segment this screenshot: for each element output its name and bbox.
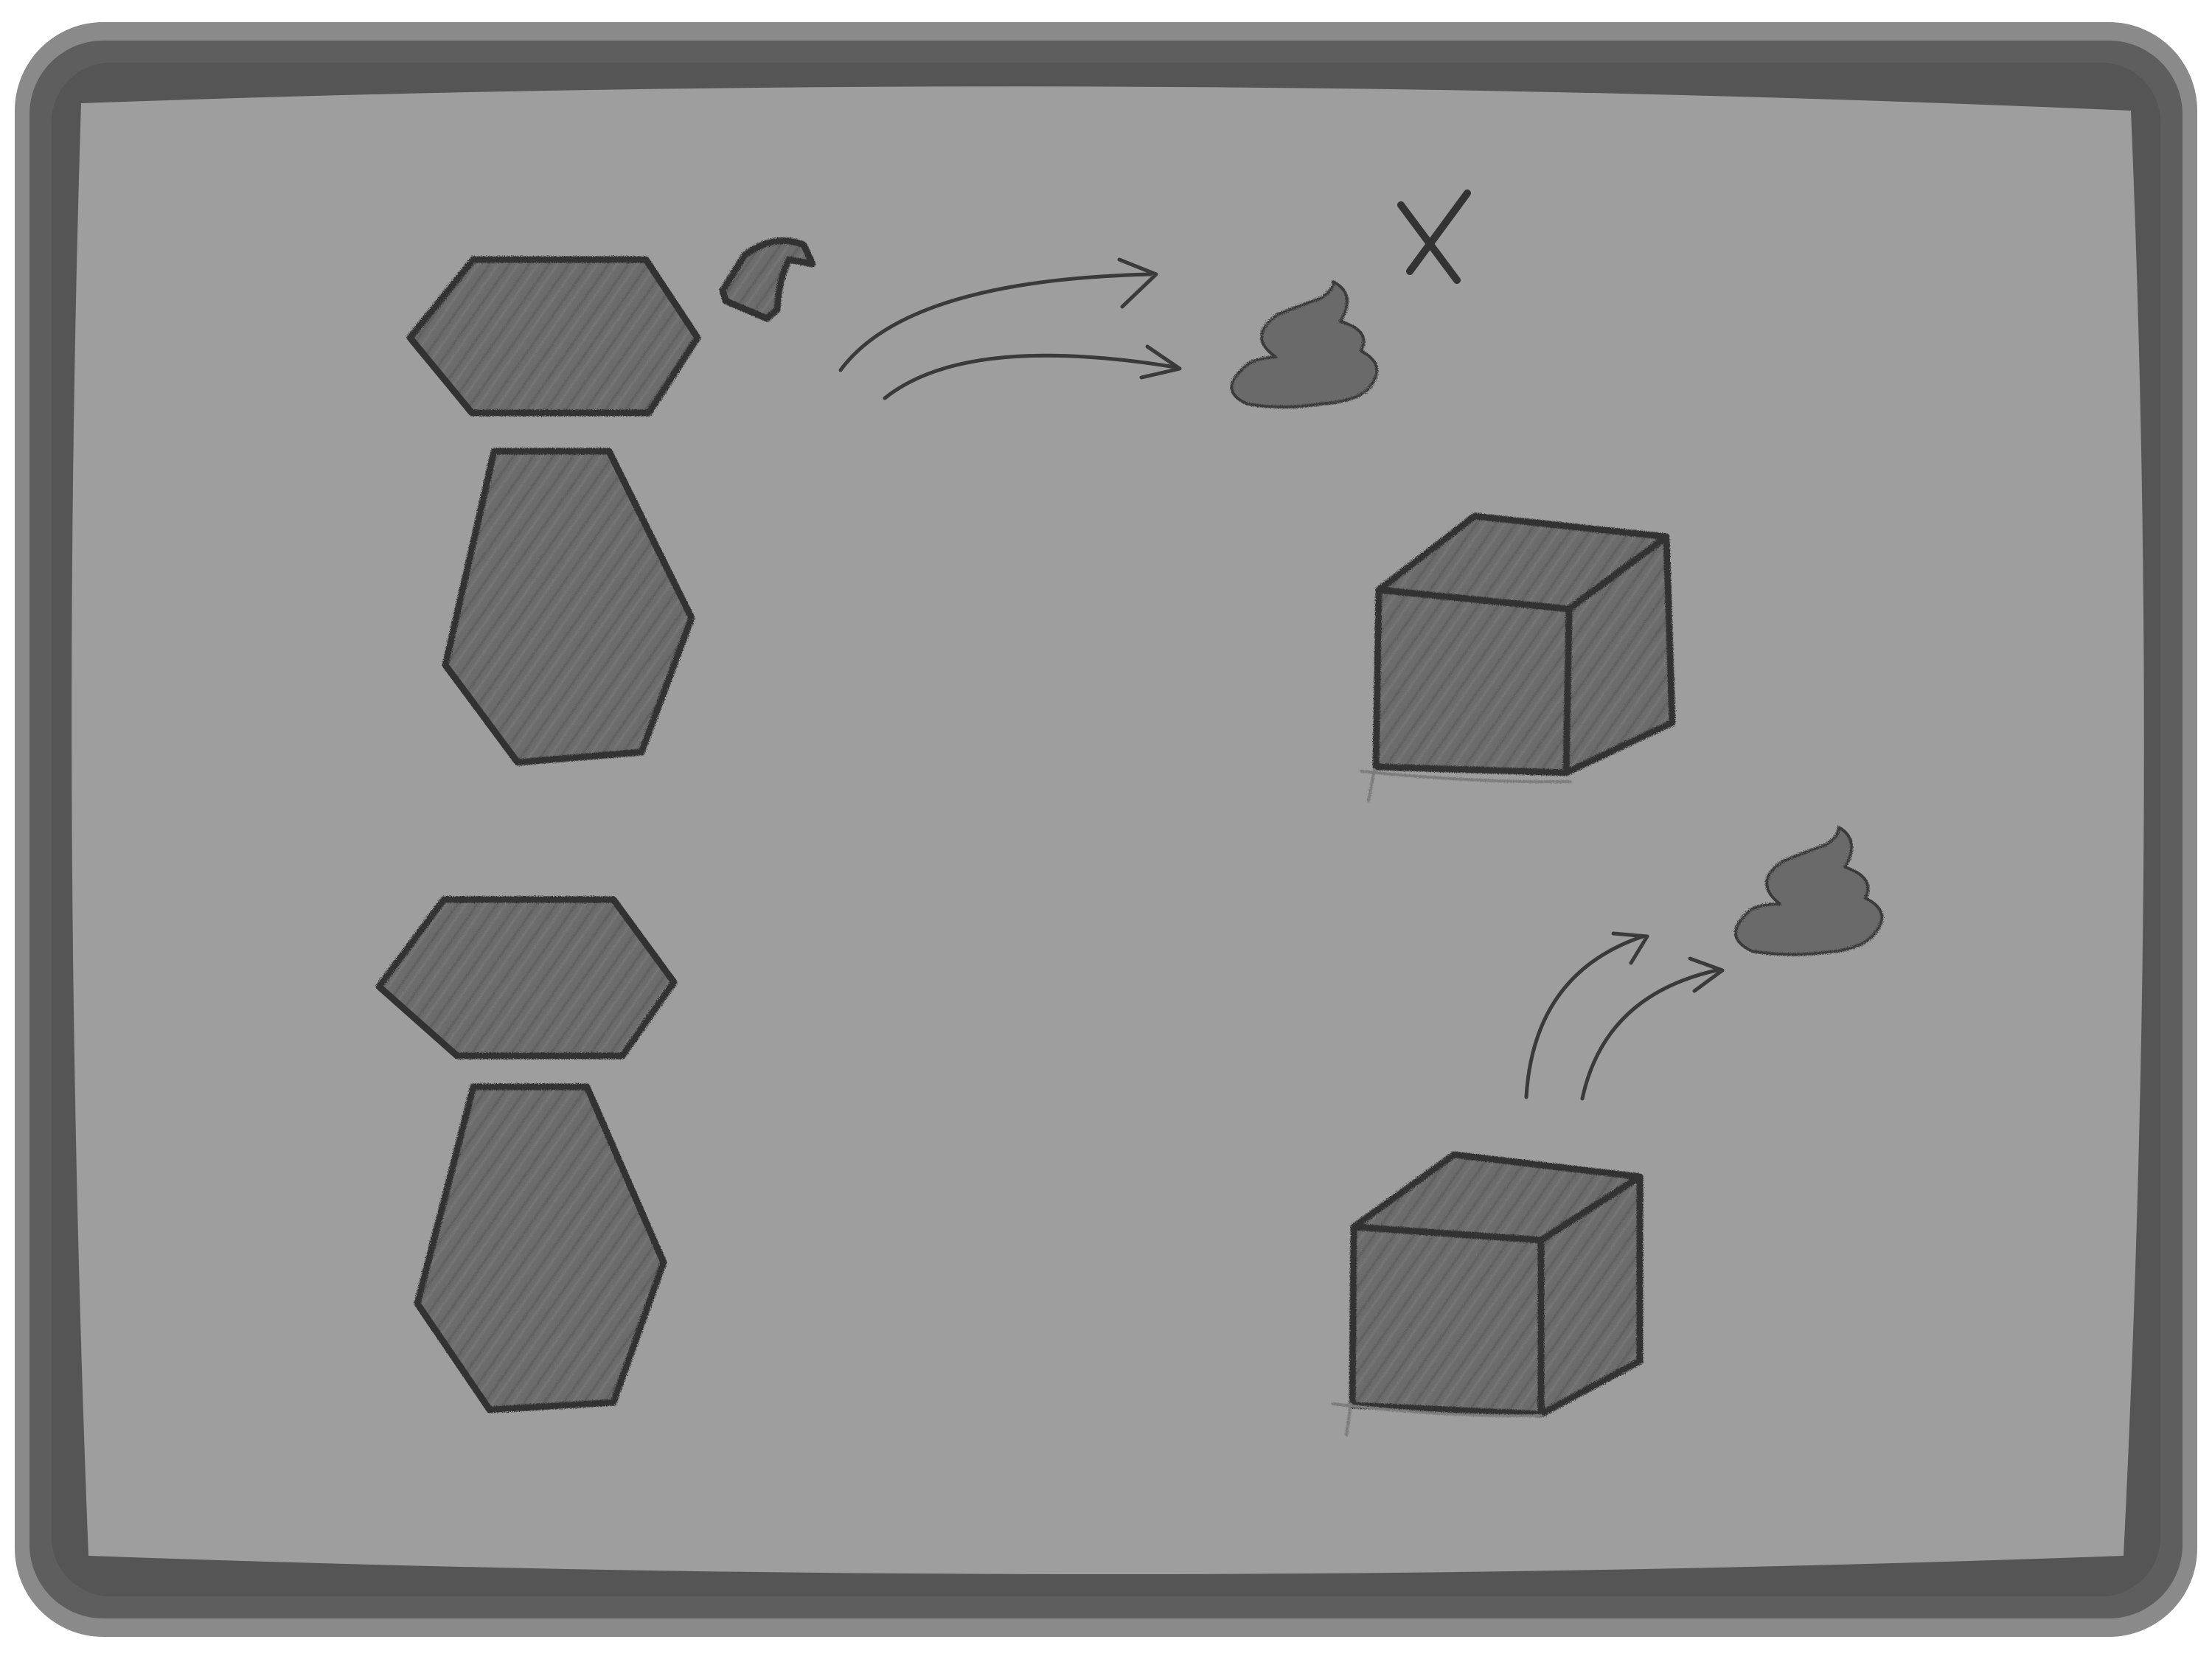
- hexagon-head-bottom: [375, 896, 678, 1060]
- tapered-body-bottom: [414, 1083, 667, 1413]
- arrow-pair-top: [838, 257, 1182, 400]
- hexagon-head-top: [406, 256, 701, 417]
- cube-top: [1360, 512, 1676, 802]
- cube-bottom: [1332, 1151, 1644, 1436]
- bite-fragment: [719, 237, 816, 322]
- tapered-body-top: [442, 448, 695, 766]
- swirl-blob-bottom: [1734, 826, 1884, 956]
- x-mark: [1397, 189, 1471, 284]
- board-background: [72, 86, 2144, 1575]
- arrow-pair-bottom: [1524, 931, 1725, 1101]
- swirl-blob-top: [1230, 280, 1379, 408]
